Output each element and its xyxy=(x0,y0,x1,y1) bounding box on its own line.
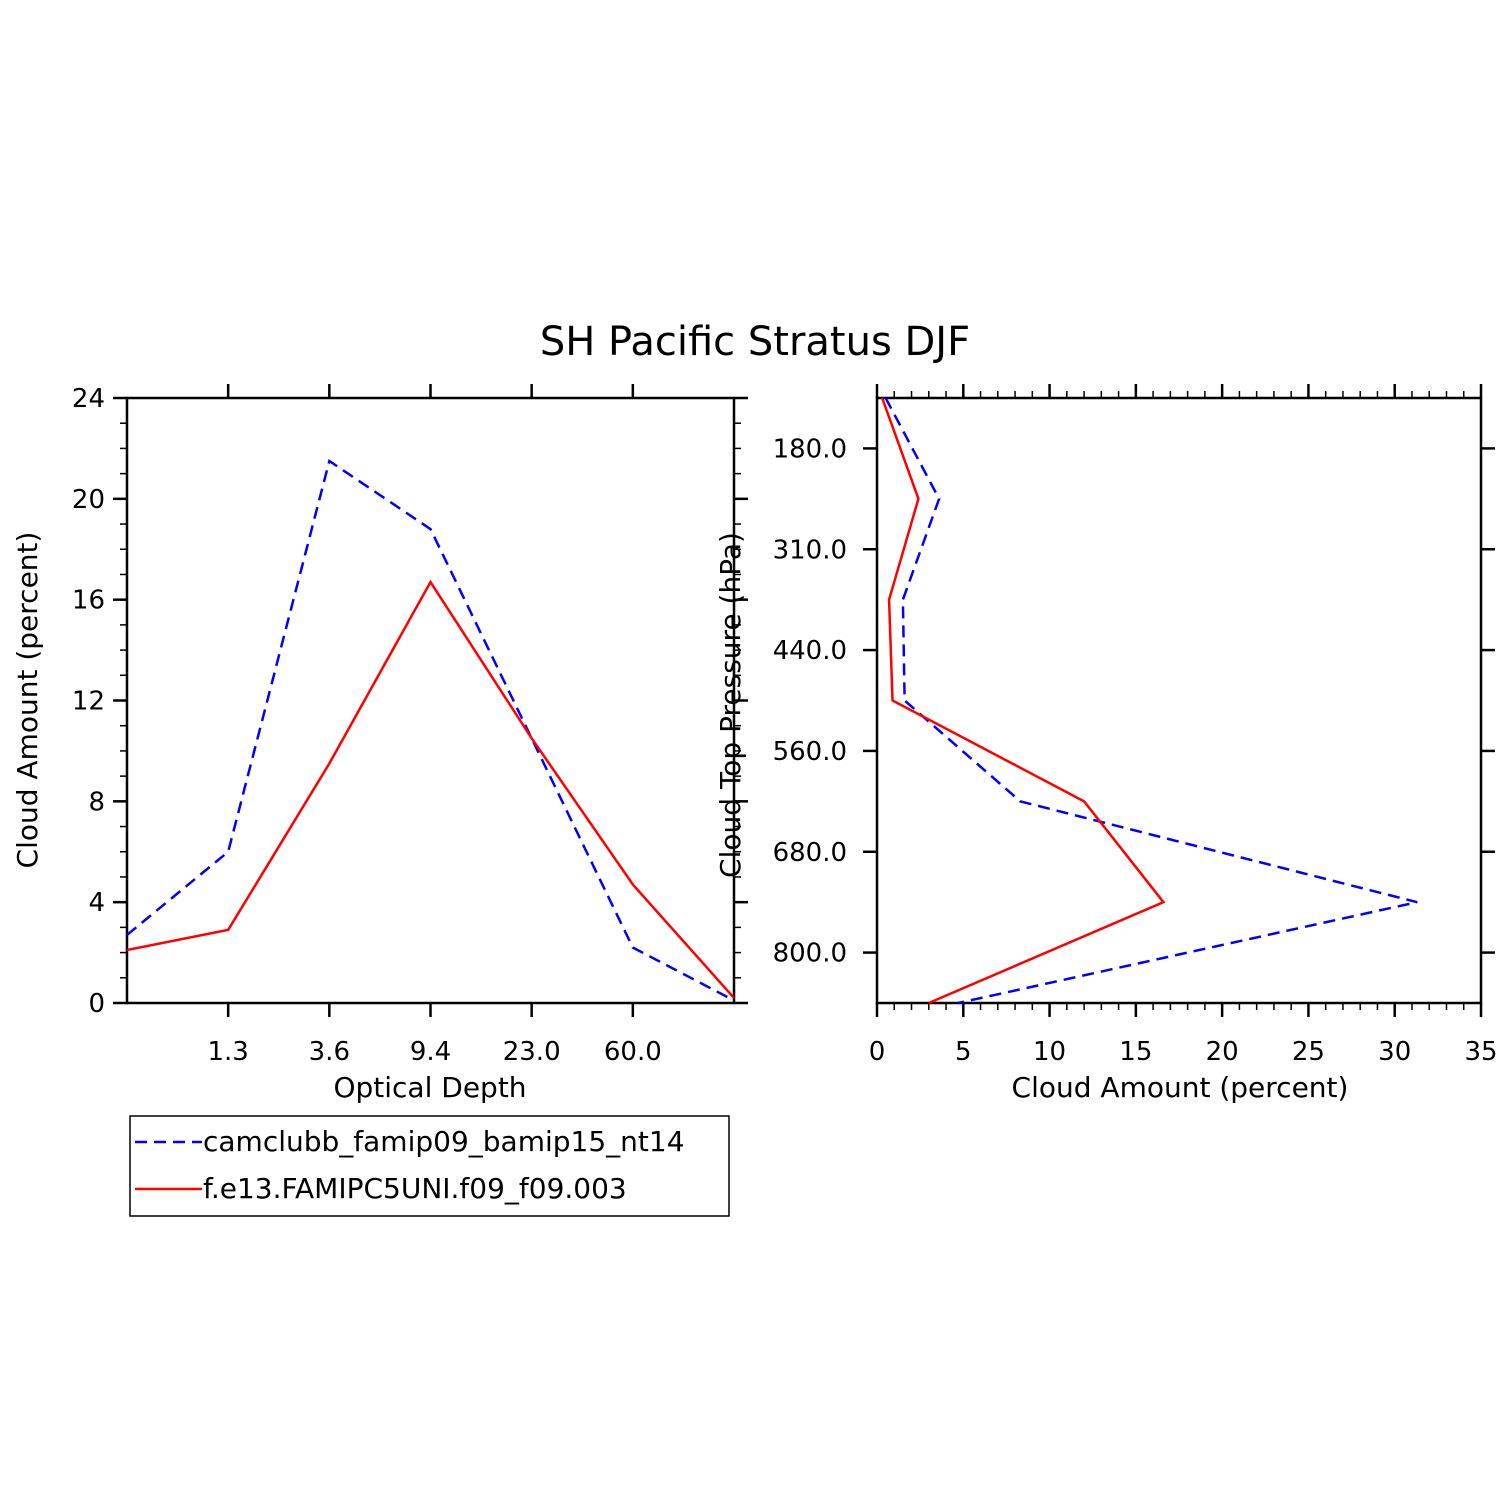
right-panel: 0 5 10 15 20 25 30 35 180.0 310.0 440.0 560.0 680.0 8… xyxy=(714,384,1498,1104)
right-ticks: 0 5 10 15 20 25 30 35 180.0 310.0 440.0 560.0 680.0 8… xyxy=(773,384,1498,1067)
right-x-tick-label: 15 xyxy=(1119,1037,1152,1067)
left-x-tick-label: 23.0 xyxy=(503,1037,561,1067)
left-x-tick-label: 60.0 xyxy=(604,1037,662,1067)
right-x-tick-label: 0 xyxy=(869,1037,886,1067)
left-y-tick-label: 20 xyxy=(72,485,105,515)
legend-box xyxy=(129,1115,730,1217)
left-y-tick-label: 8 xyxy=(88,787,105,817)
right-x-tick-label: 35 xyxy=(1464,1037,1497,1067)
right-x-axis-label: Cloud Amount (percent) xyxy=(1012,1071,1349,1104)
right-x-tick-label: 5 xyxy=(955,1037,972,1067)
right-plot-frame xyxy=(875,396,1483,1005)
right-x-tick-label: 10 xyxy=(1033,1037,1066,1067)
right-x-tick-label: 30 xyxy=(1378,1037,1411,1067)
left-series-line-0 xyxy=(126,458,735,1002)
left-series xyxy=(126,458,735,1002)
right-y-axis-label: Cloud Top Pressure (hPa) xyxy=(714,532,747,878)
left-y-tick-label: 12 xyxy=(72,687,105,717)
right-y-tick-label: 310.0 xyxy=(773,535,847,565)
right-y-tick-label: 800.0 xyxy=(773,939,847,969)
left-series-line-1 xyxy=(126,579,735,999)
right-series-line-1 xyxy=(881,397,1166,1005)
left-panel: 0 4 8 12 16 20 24 1.3 3.6 9.4 23.0 60.0 Optical Dep… xyxy=(11,384,748,1104)
right-y-tick-label: 440.0 xyxy=(773,636,847,666)
left-plot-frame xyxy=(125,396,736,1005)
legend: camclubb_famip09_bamip15_nt14 f.e13.FAMI… xyxy=(129,1115,730,1217)
left-y-tick-label: 0 xyxy=(88,989,105,1019)
right-y-tick-label: 560.0 xyxy=(773,737,847,767)
legend-label-a: camclubb_famip09_bamip15_nt14 xyxy=(203,1125,685,1158)
left-x-tick-label: 3.6 xyxy=(309,1037,350,1067)
right-y-tick-label: 180.0 xyxy=(773,434,847,464)
right-x-tick-label: 25 xyxy=(1292,1037,1325,1067)
left-x-tick-label: 1.3 xyxy=(207,1037,248,1067)
right-x-tick-label: 20 xyxy=(1206,1037,1239,1067)
right-series xyxy=(881,397,1418,1005)
left-y-tick-label: 24 xyxy=(72,384,105,414)
left-x-axis-label: Optical Depth xyxy=(333,1071,526,1104)
right-y-tick-label: 680.0 xyxy=(773,838,847,868)
left-y-tick-label: 4 xyxy=(88,888,105,918)
right-series-line-0 xyxy=(884,397,1418,1005)
left-x-tick-label: 9.4 xyxy=(410,1037,451,1067)
chart-title: SH Pacific Stratus DJF xyxy=(540,319,970,365)
left-ticks: 0 4 8 12 16 20 24 1.3 3.6 9.4 23.0 60.0 xyxy=(72,384,748,1067)
left-y-axis-label: Cloud Amount (percent) xyxy=(11,532,44,869)
legend-label-b: f.e13.FAMIPC5UNI.f09_f09.003 xyxy=(203,1172,627,1205)
left-y-tick-label: 16 xyxy=(72,586,105,616)
